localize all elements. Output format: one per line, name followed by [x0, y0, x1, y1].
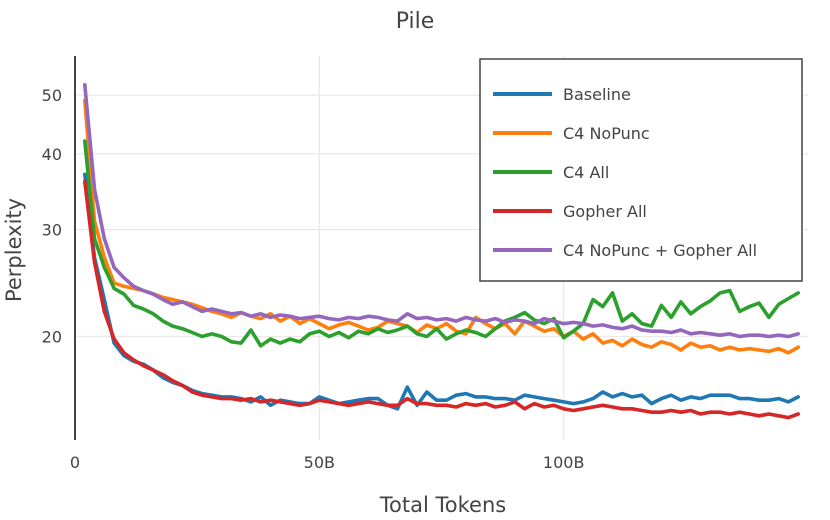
x-tick-label: 0	[70, 453, 80, 472]
legend-label-3: Gopher All	[563, 202, 647, 221]
series-layer	[83, 83, 801, 420]
series-line-2	[83, 139, 801, 348]
legend-label-2: C4 All	[563, 163, 609, 182]
x-tick-label: 50B	[304, 453, 335, 472]
series-line-4	[83, 83, 801, 339]
x-tick-label: 100B	[543, 453, 585, 472]
axes-layer: 0 50B 100B 20 30 40 50	[42, 56, 585, 472]
legend-label-1: C4 NoPunc	[563, 124, 650, 143]
legend-label-0: Baseline	[563, 85, 631, 104]
y-tick-label: 20	[42, 327, 62, 346]
y-tick-label: 50	[42, 86, 62, 105]
y-tick-label: 40	[42, 145, 62, 164]
series-line-1	[83, 98, 801, 355]
chart-title: Pile	[396, 9, 435, 34]
y-tick-label: 30	[42, 221, 62, 240]
series-line-3	[83, 179, 801, 420]
legend: Baseline C4 NoPunc C4 All Gopher All C4 NoPu…	[479, 58, 803, 282]
x-axis-title: Total Tokens	[379, 493, 506, 517]
y-axis-title: Perplexity	[2, 198, 26, 302]
legend-label-4: C4 NoPunc + Gopher All	[563, 241, 757, 260]
